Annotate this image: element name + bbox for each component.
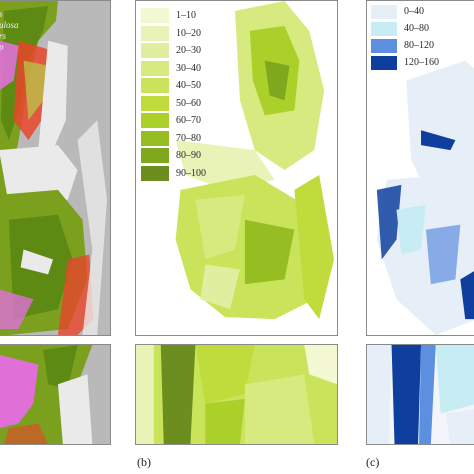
panel-b-inset-image [136, 345, 337, 444]
panel-a-legend-frag-5: p [0, 42, 19, 53]
legend-b-item: 60–70 [141, 112, 206, 130]
legend-b-item: 30–40 [141, 60, 206, 78]
panel-a-inset-image [0, 345, 93, 444]
panel-c-inset-map [366, 344, 474, 445]
panel-c-legend: 0–40 40–80 80–120 120–160 [371, 3, 439, 71]
panel-a-inset-map [0, 344, 111, 445]
legend-b-label: 1–10 [176, 10, 196, 22]
legend-b-swatch-4 [141, 60, 169, 76]
legend-b-label: 20–30 [176, 45, 201, 57]
legend-c-item: 120–160 [371, 54, 439, 71]
legend-b-item: 90–100 [141, 165, 206, 183]
legend-c-label: 120–160 [404, 57, 439, 68]
panel-b-map [135, 0, 338, 336]
legend-b-item: 40–50 [141, 77, 206, 95]
legend-b-label: 70–80 [176, 132, 201, 144]
legend-c-swatch-2 [371, 21, 397, 36]
panel-c-inset-image [367, 345, 474, 444]
legend-c-label: 0–40 [404, 6, 424, 17]
legend-b-swatch-5 [141, 78, 169, 94]
legend-b-label: 80–90 [176, 150, 201, 162]
legend-b-item: 20–30 [141, 42, 206, 60]
legend-b-label: 50–60 [176, 97, 201, 109]
panel-a-map-image [0, 1, 108, 335]
legend-b-swatch-8 [141, 130, 169, 146]
legend-c-swatch-4 [371, 55, 397, 70]
legend-b-swatch-1 [141, 8, 169, 24]
legend-b-label: 30–40 [176, 62, 201, 74]
panel-b-label: (b) [137, 455, 151, 469]
legend-b-item: 70–80 [141, 130, 206, 148]
panel-b-inset-map [135, 344, 338, 445]
panel-a-legend-frag-1: s [0, 9, 19, 20]
panel-b-map-image [175, 1, 335, 320]
legend-c-swatch-3 [371, 38, 397, 53]
legend-b-swatch-9 [141, 148, 169, 164]
legend-b-swatch-10 [141, 165, 169, 181]
legend-b-label: 10–20 [176, 27, 201, 39]
legend-b-item: 50–60 [141, 95, 206, 113]
legend-c-label: 40–80 [404, 23, 429, 34]
legend-b-swatch-2 [141, 25, 169, 41]
panel-c-map-image [376, 60, 474, 335]
legend-b-item: 80–90 [141, 147, 206, 165]
legend-b-swatch-6 [141, 95, 169, 111]
legend-b-label: 60–70 [176, 115, 201, 127]
legend-b-swatch-3 [141, 43, 169, 59]
panel-a-legend-frag-4: rs [0, 31, 7, 41]
panel-a-map: s ulosa rs p [0, 0, 111, 336]
panel-a-legend-frag-3: ulosa [0, 20, 19, 30]
panel-a-legend-fragments: s ulosa rs p [0, 9, 19, 53]
legend-c-item: 80–120 [371, 37, 439, 54]
legend-c-item: 40–80 [371, 20, 439, 37]
legend-c-label: 80–120 [404, 40, 434, 51]
legend-c-swatch-1 [371, 4, 397, 19]
legend-b-item: 1–10 [141, 7, 206, 25]
legend-b-label: 40–50 [176, 80, 201, 92]
legend-b-swatch-7 [141, 113, 169, 129]
panel-c-label: (c) [366, 455, 380, 469]
legend-b-item: 10–20 [141, 25, 206, 43]
panel-b-legend: 1–10 10–20 20–30 30–40 40–50 50–60 60–70… [141, 7, 206, 182]
legend-b-label: 90–100 [176, 167, 206, 179]
legend-c-item: 0–40 [371, 3, 439, 20]
